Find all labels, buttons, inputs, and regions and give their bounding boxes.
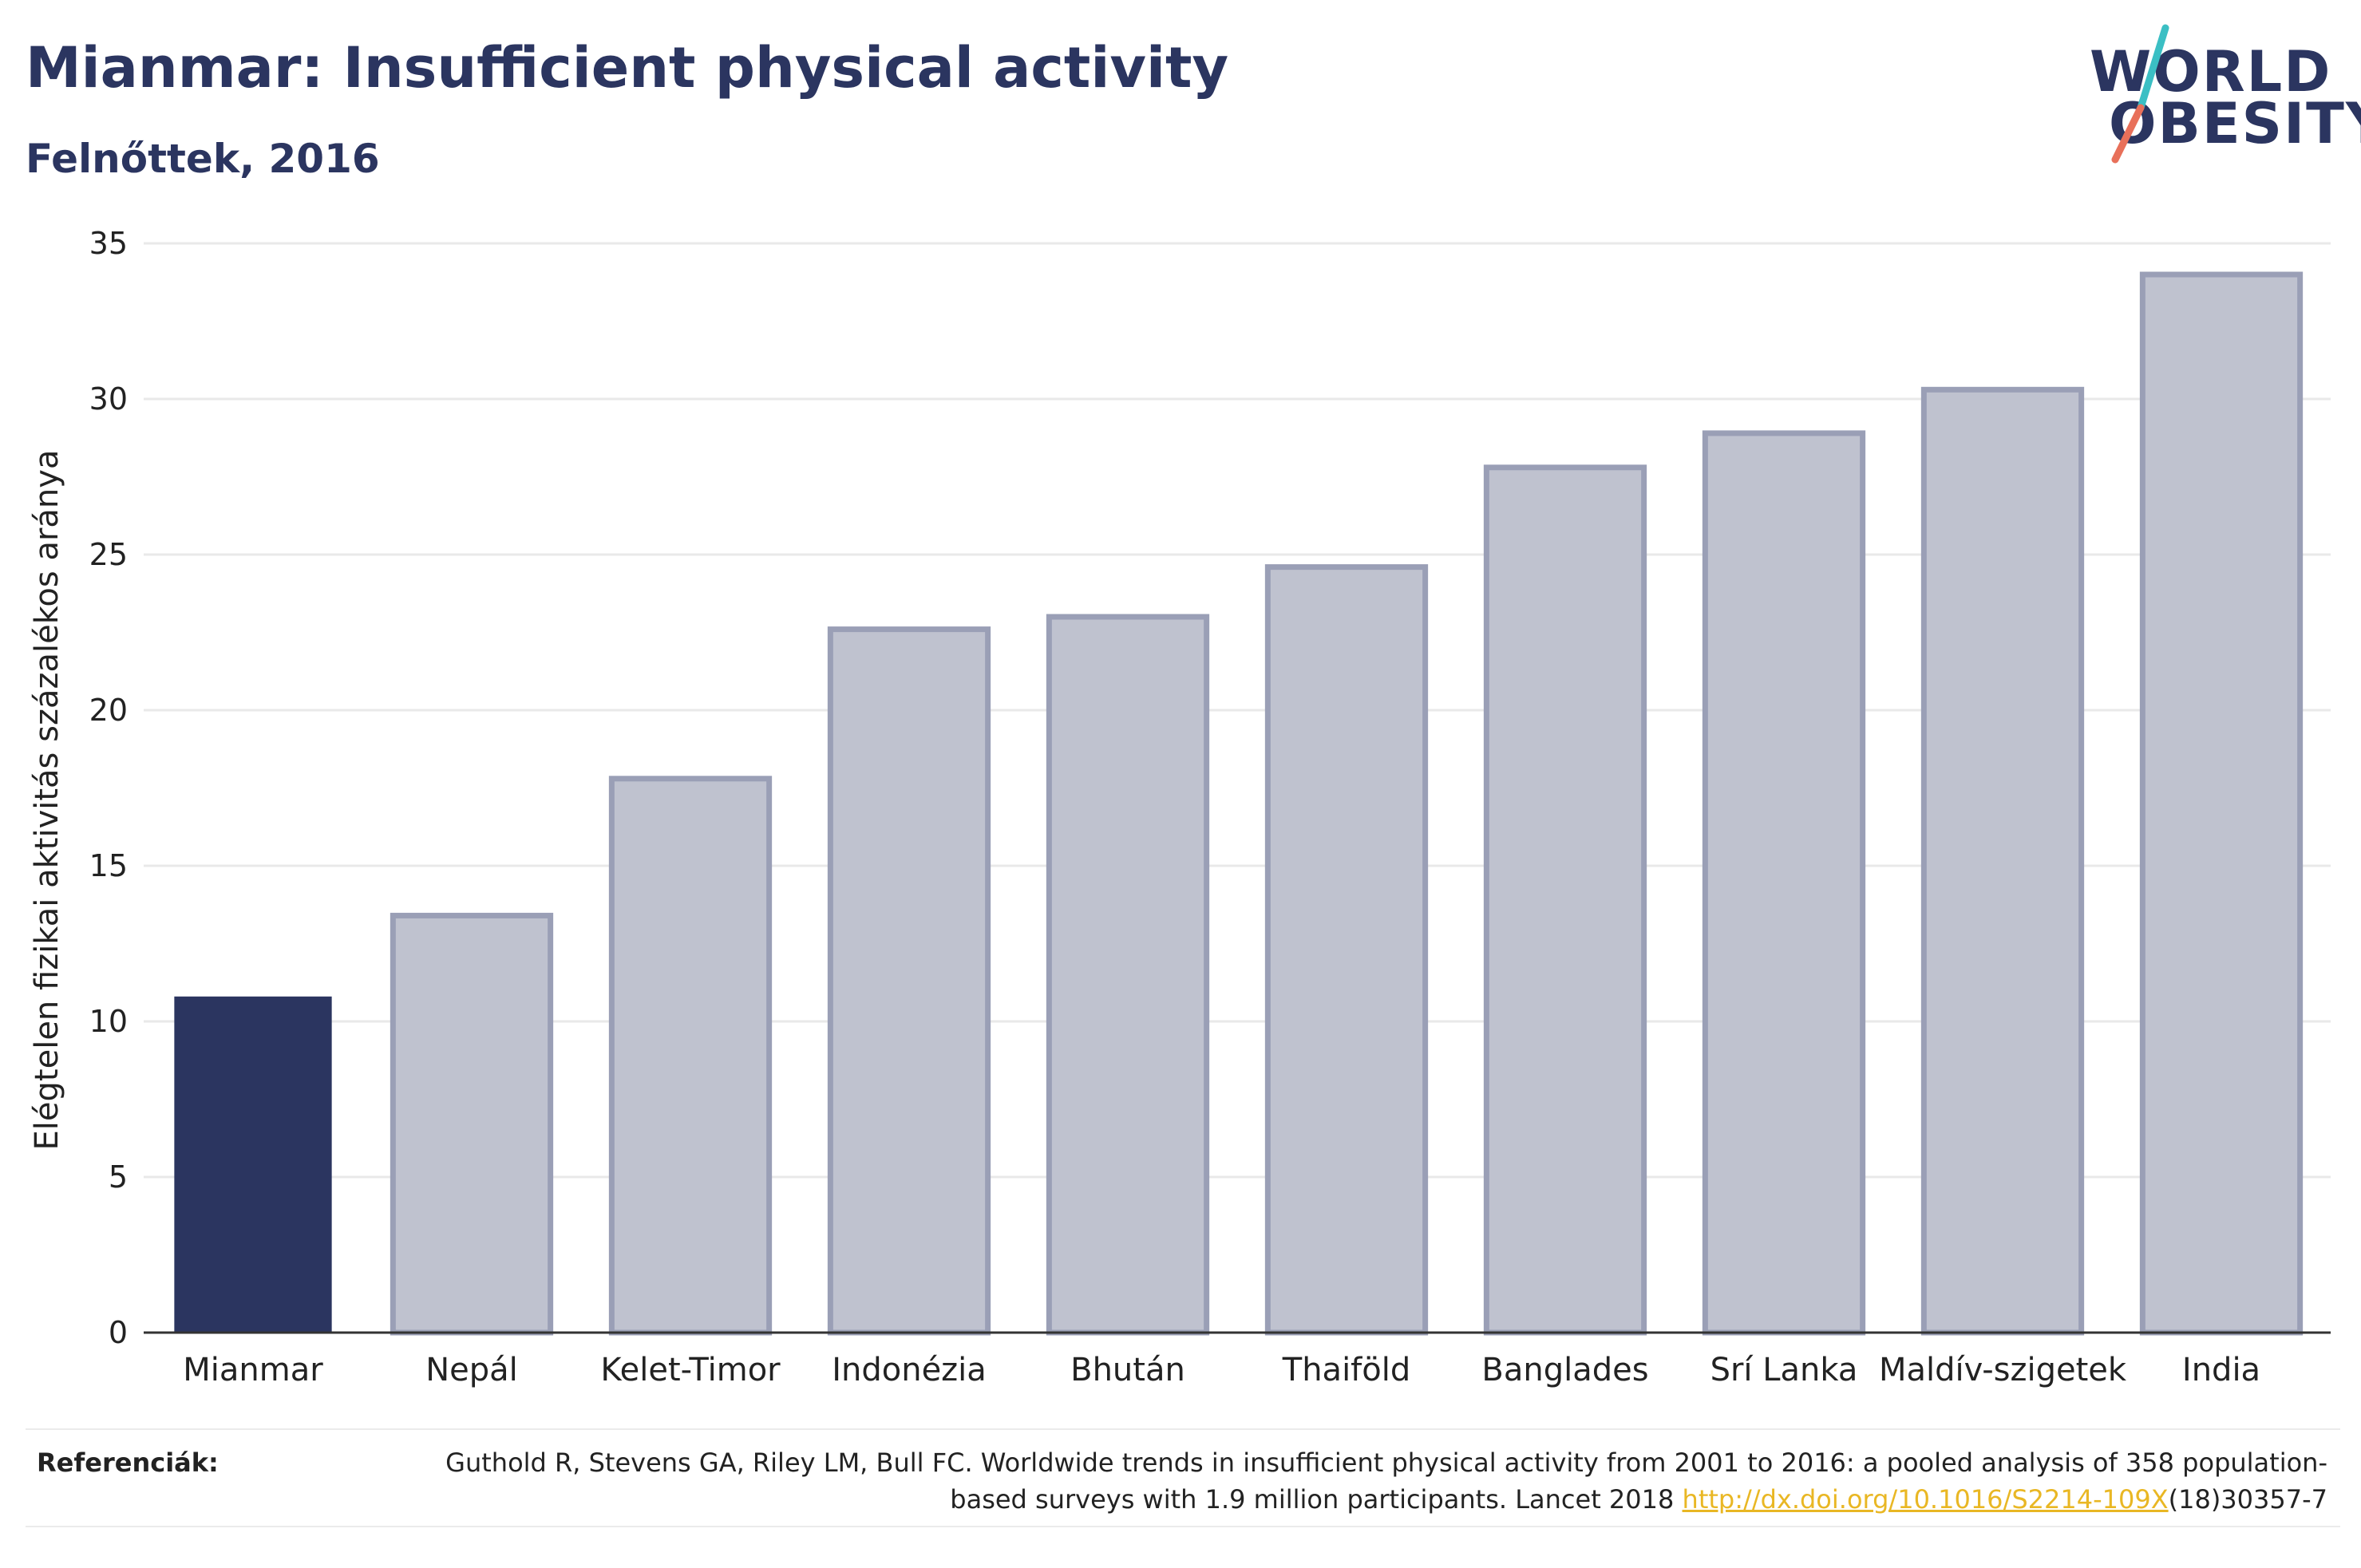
bar-chart: 0 5 10 15 20 25 30 35 Mianmar Nepál Kelet-Timor In… xyxy=(29,226,2331,1388)
bar-bhut-n xyxy=(1046,614,1210,1336)
reference-citation-suffix: (18)30357-7 xyxy=(2168,1484,2327,1515)
bar-thaif-ld xyxy=(1264,564,1429,1336)
x-tick-label: Nepál xyxy=(425,1352,518,1388)
x-tick-label: Maldív-szigetek xyxy=(1879,1352,2127,1388)
y-axis-label: Elégtelen fizikai aktivitás százalékos a… xyxy=(29,450,65,1151)
bar-banglades xyxy=(1483,464,1647,1336)
bars xyxy=(174,271,2304,1336)
y-tick-label: 25 xyxy=(89,537,128,572)
y-tick-label: 30 xyxy=(89,381,128,417)
y-tick-label: 15 xyxy=(89,848,128,883)
x-tick-label: Kelet-Timor xyxy=(600,1352,781,1388)
x-tick-label: Bhután xyxy=(1070,1352,1185,1388)
y-axis-ticks: 0 5 10 15 20 25 30 35 xyxy=(89,226,128,1350)
x-tick-label: Banglades xyxy=(1481,1352,1648,1388)
references-top-rule xyxy=(26,1428,2340,1430)
reference-citation: Guthold R, Stevens GA, Riley LM, Bull FC… xyxy=(445,1448,2327,1515)
x-tick-label: India xyxy=(2182,1352,2260,1388)
x-tick-label: Indonézia xyxy=(832,1352,987,1388)
logo-slash-icon xyxy=(2111,24,2169,164)
y-tick-label: 35 xyxy=(89,226,128,261)
chart-subtitle: Felnőttek, 2016 xyxy=(26,136,380,182)
y-tick-label: 20 xyxy=(89,693,128,728)
references-bottom-rule xyxy=(26,1526,2340,1527)
y-tick-label: 10 xyxy=(89,1004,128,1039)
bar-sr-lanka xyxy=(1702,430,1866,1336)
references-text: Guthold R, Stevens GA, Riley LM, Bull FC… xyxy=(412,1444,2327,1518)
logo-line-obesity: OBESITY xyxy=(2109,91,2361,156)
y-tick-label: 0 xyxy=(109,1315,128,1350)
references-label: Referenciák: xyxy=(37,1448,219,1478)
logo-line-world: WORLD xyxy=(2090,39,2332,105)
x-tick-label: Srí Lanka xyxy=(1710,1352,1858,1388)
x-tick-label: Thaiföld xyxy=(1282,1352,1410,1388)
reference-doi-link[interactable]: http://dx.doi.org/10.1016/S2214-109X xyxy=(1682,1484,2169,1515)
x-axis-ticks: Mianmar Nepál Kelet-Timor Indonézia Bhután Th… xyxy=(183,1352,2260,1388)
bar-mald-v-szigetek xyxy=(1920,386,2085,1336)
bar-indon-zia xyxy=(827,626,991,1336)
chart-title: Mianmar: Insufficient physical activity xyxy=(26,35,1229,101)
bar-nep-l xyxy=(390,912,554,1336)
x-tick-label: Mianmar xyxy=(183,1352,323,1388)
bar-india xyxy=(2139,271,2304,1336)
world-obesity-logo: WORLD OBESITY xyxy=(2075,24,2361,168)
bar-mianmar xyxy=(174,996,332,1333)
bar-kelet-timor xyxy=(608,776,773,1336)
y-tick-label: 5 xyxy=(109,1159,128,1195)
